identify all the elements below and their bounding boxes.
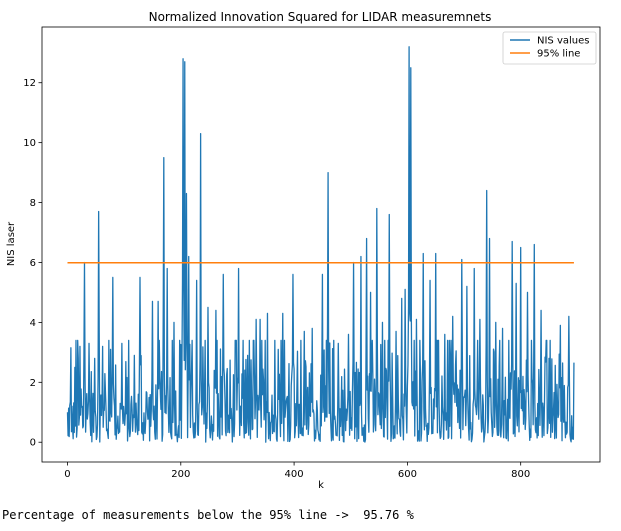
legend: NIS values 95% line [502, 31, 597, 65]
y-tick-label: 12 [23, 78, 36, 89]
legend-label-95-line: 95% line [537, 49, 580, 60]
plot-lines [66, 46, 575, 443]
y-tick-label: 8 [30, 198, 36, 209]
legend-label-nis: NIS values [537, 36, 589, 47]
output-percentage-text: Percentage of measurements below the 95%… [2, 508, 414, 522]
x-axis-ticks: 0 200 400 600 800 [64, 462, 530, 480]
y-tick-label: 0 [30, 438, 36, 449]
y-axis-label: NIS laser [6, 221, 17, 266]
x-axis-label: k [318, 480, 324, 491]
y-axis-ticks: 0 2 4 6 8 10 12 [23, 78, 42, 449]
nis-chart: Normalized Innovation Squared for LIDAR … [6, 10, 601, 491]
y-tick-label: 4 [30, 318, 36, 329]
x-tick-label: 600 [398, 469, 417, 480]
x-tick-label: 200 [171, 469, 190, 480]
plot-frame [41, 26, 601, 463]
x-tick-label: 0 [64, 469, 70, 480]
y-tick-label: 2 [30, 378, 36, 389]
x-tick-label: 400 [285, 469, 304, 480]
chart-title: Normalized Innovation Squared for LIDAR … [149, 10, 492, 24]
y-tick-label: 6 [30, 258, 36, 269]
y-tick-label: 10 [23, 138, 36, 149]
x-tick-label: 800 [511, 469, 530, 480]
series-nis-values-line [66, 46, 575, 443]
